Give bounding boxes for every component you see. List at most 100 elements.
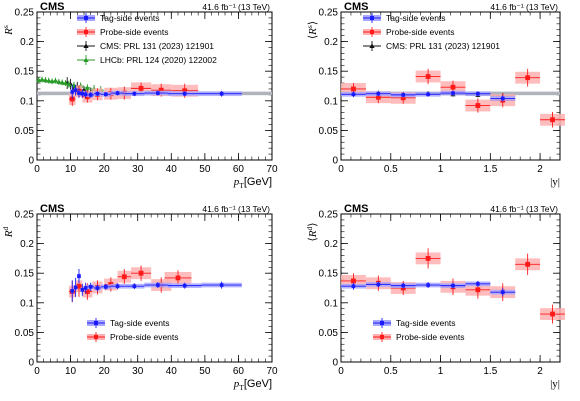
legend-marker-triangle (369, 43, 375, 48)
y-tick-label: 0.15 (319, 67, 339, 78)
luminosity-label: 41.6 fb⁻¹ (13 TeV) (490, 2, 558, 12)
series-tag-side-events (341, 280, 516, 297)
marker-square (182, 91, 187, 96)
legend-entry: CMS: PRL 131 (2023) 121901 (77, 41, 214, 51)
data-point (440, 90, 466, 96)
data-point (415, 91, 441, 97)
y-tick-label: 0.2 (324, 37, 338, 48)
x-tick-label: 70 (266, 164, 278, 175)
y-tick-label: 0.1 (20, 96, 34, 107)
y-axis-label-sub: d (1, 227, 10, 231)
marker-triangle (52, 78, 59, 83)
x-axis-label-sub: T (239, 181, 244, 190)
y-axis-label: ⟨Rd⟩ (305, 222, 319, 241)
y-axis-label-main: R (3, 28, 15, 36)
legend-label: Probe-side events (396, 332, 465, 342)
series-tag-side-events (341, 90, 516, 102)
legend-label: Tag-side events (396, 318, 456, 328)
marker-square (84, 289, 90, 294)
data-point (84, 84, 91, 92)
marker-square (182, 283, 187, 288)
x-axis-label-sub: T (239, 383, 244, 392)
legend-marker-square (84, 16, 88, 20)
legend: Tag-side events Probe-side events (373, 318, 465, 342)
marker-square (376, 91, 381, 96)
data-point (415, 68, 441, 85)
data-point (341, 282, 366, 290)
data-point (490, 95, 516, 102)
data-point (66, 80, 72, 88)
x-axis-label: pT[GeV] (233, 176, 272, 190)
x-tick-label: 10 (65, 164, 77, 175)
panel-br: 0 0.05 0.1 0.15 0.2 0.25 0 0.5 1 1.5 2 CMS 41.6 fb⁻¹… (305, 203, 565, 390)
y-axis-label-sub: s (1, 25, 10, 28)
data-point (62, 80, 69, 86)
legend-label: CMS: PRL 131 (2023) 121901 (386, 41, 500, 51)
panel-bl: 0 0.05 0.1 0.15 0.2 0.25 0 10 20 30 40 50 60 70 CMS 41.… (1, 203, 278, 392)
x-axis-label-unit: [GeV] (244, 378, 272, 390)
marker-square (525, 261, 531, 267)
x-tick-label: 70 (266, 366, 278, 377)
cms-label: CMS (344, 1, 368, 13)
data-point (87, 91, 95, 98)
y-axis-label: Rd (1, 227, 15, 239)
legend-entry: Tag-side events (363, 13, 446, 23)
y-tick-label: 0 (28, 156, 34, 167)
marker-square (525, 75, 531, 81)
marker-square (73, 285, 78, 290)
legend-marker-square (380, 335, 384, 339)
panel-tr: 0 0.05 0.1 0.15 0.2 0.25 0 0.5 1 1.5 2 CMS 41.6 fb⁻¹… (305, 1, 565, 188)
data-point (100, 91, 111, 97)
x-axis-label-main: p (233, 176, 240, 188)
data-point (415, 282, 441, 288)
y-tick-label: 0.2 (324, 239, 338, 250)
data-point (39, 76, 45, 83)
cms-label: CMS (40, 203, 64, 215)
y-axis-label-text: ⟨Rd⟩ (305, 222, 319, 241)
legend-entry: CMS: PRL 131 (2023) 121901 (363, 41, 500, 51)
y-tick-label: 0.25 (15, 8, 35, 19)
data-point (124, 283, 145, 290)
legend-label: Probe-side events (110, 332, 179, 342)
marker-square (451, 91, 455, 95)
marker-square (451, 283, 455, 288)
x-tick-label: 30 (132, 366, 144, 377)
y-tick-label: 0.15 (15, 269, 35, 280)
y-tick-label: 0 (332, 358, 338, 369)
y-axis-label-text: Rd (1, 227, 15, 239)
data-point (70, 280, 75, 302)
data-point (110, 90, 125, 96)
marker-square (76, 283, 82, 289)
marker-square (104, 92, 108, 97)
x-tick-label: 1.5 (483, 366, 497, 377)
data-point (440, 282, 466, 289)
data-point (144, 90, 172, 96)
data-point (59, 79, 65, 86)
series-tag-side-events (70, 269, 242, 302)
y-tick-label: 0.05 (319, 126, 339, 137)
data-point (52, 77, 59, 84)
x-axis-label-main: |y| (550, 378, 560, 390)
series-probe-side-events (341, 68, 565, 128)
marker-square (138, 270, 144, 276)
data-point (167, 91, 202, 97)
data-point (365, 281, 391, 288)
data-point (124, 91, 145, 97)
x-axis-label: |y| (550, 176, 560, 188)
x-tick-label: 20 (99, 366, 111, 377)
y-tick-label: 0.05 (15, 328, 35, 339)
legend-label: CMS: PRL 131 (2023) 121901 (100, 41, 214, 51)
y-axis-label: Rs (1, 25, 15, 36)
y-tick-label: 0.25 (319, 8, 339, 19)
y-tick-label: 0.1 (324, 298, 338, 309)
y-axis-label-bracket-open: ⟨ (307, 237, 319, 241)
y-tick-label: 0.1 (324, 96, 338, 107)
marker-square (351, 278, 356, 284)
data-point (56, 78, 62, 85)
x-axis-label: pT[GeV] (233, 378, 272, 392)
data-point (94, 284, 101, 292)
marker-square (73, 88, 78, 92)
data-point (465, 98, 491, 113)
data-point (490, 288, 516, 297)
